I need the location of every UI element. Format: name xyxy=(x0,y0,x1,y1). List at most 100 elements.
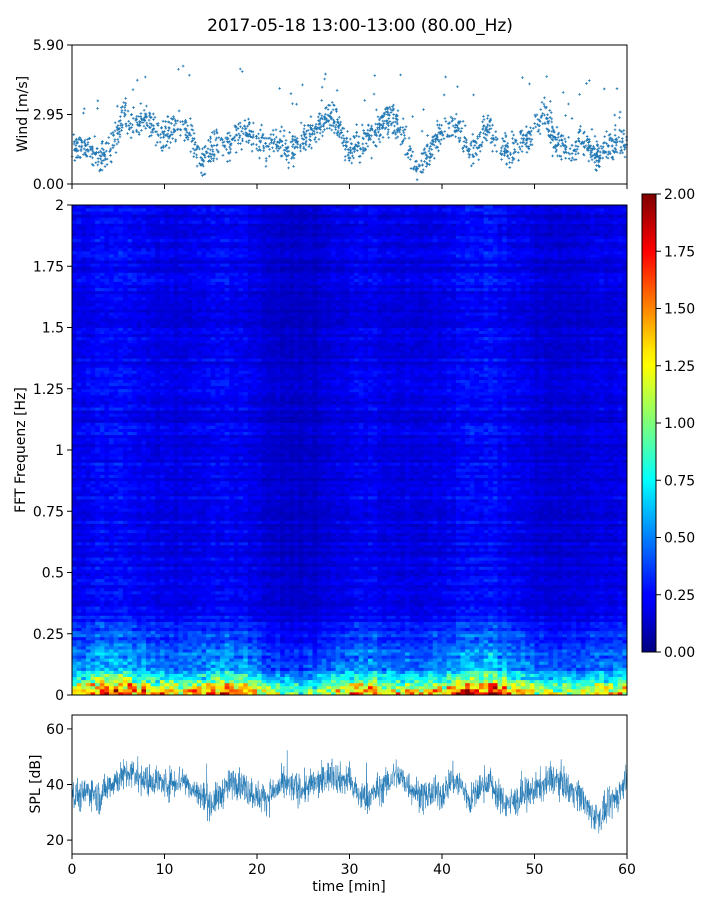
spectrogram-cell xyxy=(127,685,133,690)
spectrogram-cell xyxy=(511,621,517,625)
spectrogram-cell xyxy=(585,636,591,641)
spectrogram-cell xyxy=(150,636,156,641)
spectrogram-cell xyxy=(497,615,503,619)
spectrogram-cell xyxy=(261,658,267,662)
spectrogram-cell xyxy=(460,639,466,644)
spectrogram-cell xyxy=(576,658,582,662)
spectrogram-cell xyxy=(238,676,244,681)
spectrogram-cell xyxy=(349,624,355,629)
spectrogram-cell xyxy=(580,664,586,668)
spectrogram-cell xyxy=(442,676,448,681)
spectrogram-cell xyxy=(455,624,461,629)
wind-point xyxy=(193,141,197,144)
wind-point xyxy=(457,127,461,131)
wind-point xyxy=(415,178,419,181)
spectrogram-cell xyxy=(109,685,115,690)
spectrogram-cell xyxy=(599,682,605,687)
spectrogram-cell xyxy=(178,664,184,668)
spectrogram-cell xyxy=(553,667,559,671)
spectrogram-cell xyxy=(113,655,119,659)
spectrogram-cell xyxy=(159,667,165,671)
wind-point xyxy=(116,138,120,141)
wind-point xyxy=(303,134,306,138)
wind-point xyxy=(595,140,599,143)
wind-point xyxy=(318,131,322,135)
spectrogram-cell xyxy=(183,621,189,625)
spectrogram-cell xyxy=(247,670,253,674)
spectrogram-cell xyxy=(465,633,471,638)
spectrogram-cell xyxy=(603,636,609,641)
spectrogram-cell xyxy=(150,618,156,622)
spectrogram-cell xyxy=(368,652,374,656)
wind-point xyxy=(350,161,354,165)
wind-point xyxy=(250,149,254,153)
spectrogram-cell xyxy=(104,655,110,659)
wind-point xyxy=(284,153,287,157)
spectrogram-cell xyxy=(224,685,230,690)
wind-point xyxy=(547,130,550,133)
spectrogram-cell xyxy=(307,627,313,632)
spectrogram-cell xyxy=(543,679,549,684)
spectrogram-cell xyxy=(257,649,263,653)
spectrogram-cell xyxy=(284,618,290,622)
spectrogram-cell xyxy=(446,649,452,653)
spectrogram-cell xyxy=(469,636,475,641)
wind-point xyxy=(74,144,78,147)
spectrogram-cell xyxy=(590,627,596,632)
spectrogram-cell xyxy=(294,658,300,662)
spectrogram-cell xyxy=(321,624,327,629)
spectrogram-cell xyxy=(479,661,485,665)
wind-point xyxy=(535,113,539,117)
spectrogram-cell xyxy=(270,685,276,690)
spectrogram-cell xyxy=(331,685,337,690)
spectrogram-cell xyxy=(386,664,392,668)
spectrogram-cell xyxy=(252,636,258,641)
wind-point xyxy=(176,119,179,123)
wind-point xyxy=(424,153,428,157)
spectrogram-cell xyxy=(594,633,600,638)
spectrogram-cell xyxy=(344,627,350,632)
spectrogram-cell xyxy=(516,661,522,665)
spectrogram-cell xyxy=(479,676,485,681)
wind-point xyxy=(238,121,242,125)
spectrogram-cell xyxy=(261,621,267,625)
wind-point xyxy=(340,136,344,140)
spectrogram-cell xyxy=(141,621,147,625)
spectrogram-cell xyxy=(386,679,392,684)
wind-point xyxy=(363,99,367,102)
spectrogram-cell xyxy=(377,615,383,619)
spectrogram-cell xyxy=(136,676,142,681)
spectrogram-cell xyxy=(525,664,531,668)
spectrogram-cell xyxy=(141,673,147,678)
spectrogram-cell xyxy=(400,682,406,687)
wind-point xyxy=(336,133,339,137)
spectrogram-cell xyxy=(303,621,309,625)
spectrogram-cell xyxy=(451,627,457,632)
spectrogram-cell xyxy=(571,633,577,638)
wind-point xyxy=(264,164,268,168)
wind-point xyxy=(278,87,281,90)
spectrogram-cell xyxy=(479,624,485,629)
spectrogram-cell xyxy=(270,646,276,650)
spectrogram-cell xyxy=(81,642,87,647)
spectrogram-cell xyxy=(492,652,498,656)
spectrogram-cell xyxy=(511,655,517,659)
spectrogram-cell xyxy=(354,685,360,690)
spectrogram-cell xyxy=(132,670,138,674)
spectrogram-cell xyxy=(381,676,387,681)
spectrogram-cell xyxy=(506,667,512,671)
spectrogram-cell xyxy=(261,670,267,674)
wind-point xyxy=(139,115,143,118)
spectrogram-cell xyxy=(192,667,198,671)
spectrogram-cell xyxy=(183,664,189,668)
spectrogram-cell xyxy=(418,655,424,659)
spectrogram-cell xyxy=(442,615,448,619)
spectrogram-cell xyxy=(381,621,387,625)
spectrogram-cell xyxy=(603,646,609,650)
spectrogram-cell xyxy=(201,652,207,656)
wind-point xyxy=(618,116,621,120)
wind-point xyxy=(437,131,441,134)
wind-point xyxy=(403,137,407,140)
spectrogram-cell xyxy=(340,630,346,635)
wind-point xyxy=(274,128,278,132)
